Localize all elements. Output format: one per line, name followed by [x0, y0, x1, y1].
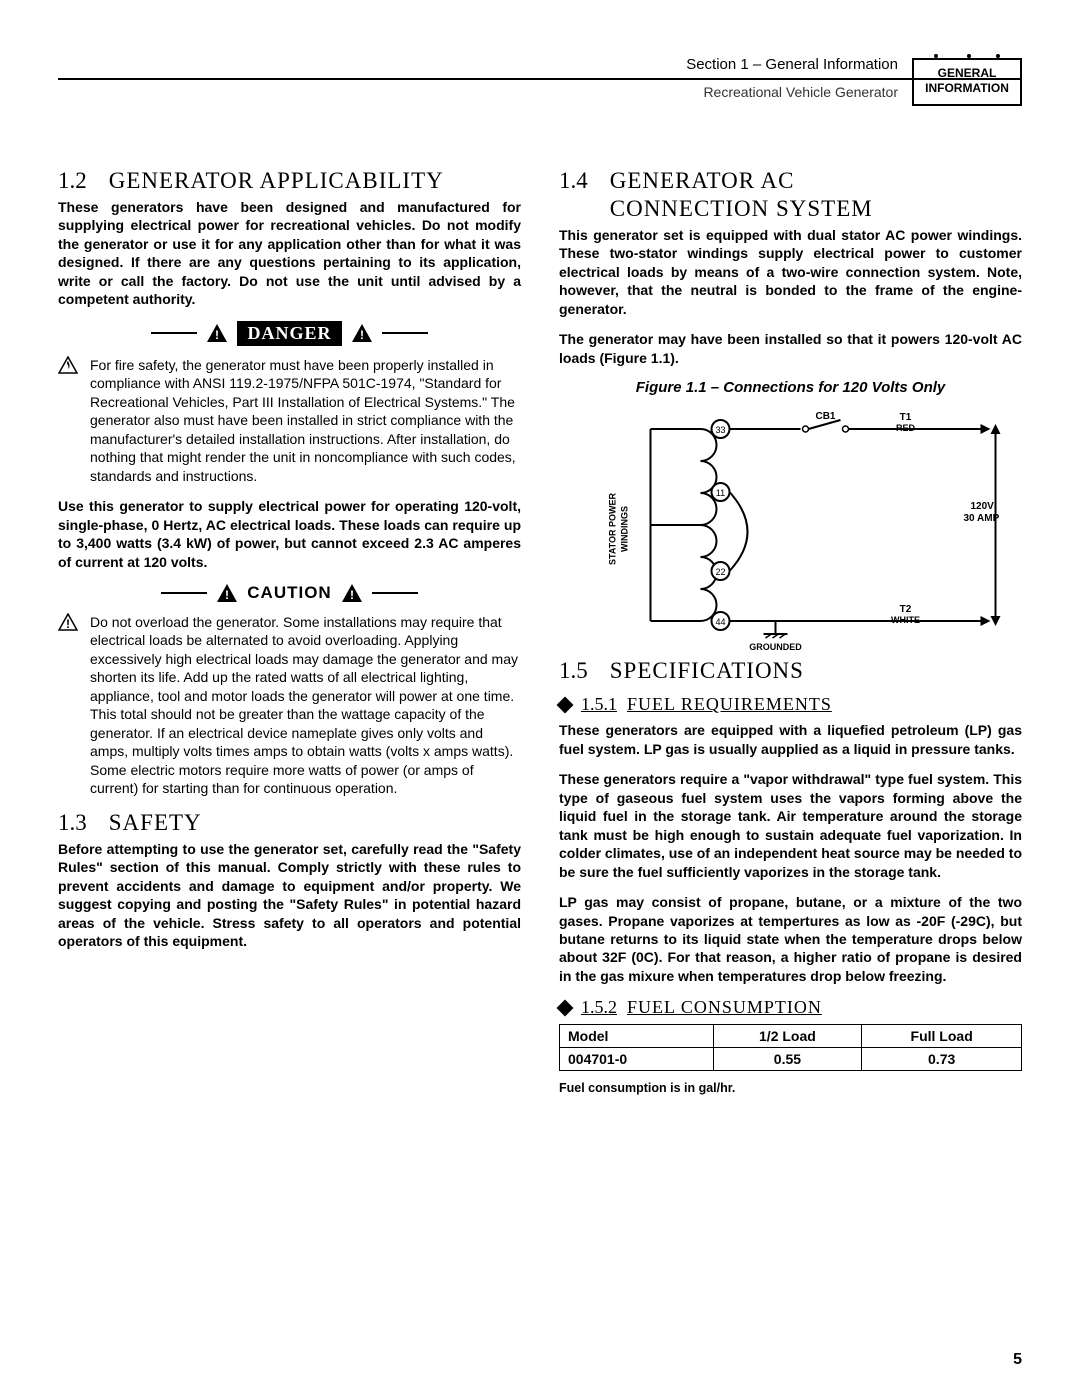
cell-full: 0.73: [862, 1048, 1022, 1071]
fire-warning-icon: [58, 356, 78, 374]
cell-half: 0.55: [713, 1048, 862, 1071]
header-section: Section 1 – General Information: [686, 56, 898, 73]
svg-text:120V: 120V: [971, 501, 995, 512]
svg-text:T2: T2: [900, 604, 912, 615]
svg-text:GROUNDED: GROUNDED: [749, 642, 802, 652]
diamond-icon: [557, 696, 574, 713]
col-model: Model: [560, 1025, 714, 1048]
danger-note-text: For fire safety, the generator must have…: [90, 356, 521, 485]
header-rule: [58, 78, 1022, 80]
left-column: 1.2 GENERATOR APPLICABILITY These genera…: [58, 168, 521, 1095]
svg-text:WINDINGS: WINDINGS: [620, 506, 630, 552]
page-number: 5: [1013, 1351, 1022, 1369]
svg-text:11: 11: [716, 488, 725, 498]
svg-text:!: !: [350, 588, 354, 602]
sec-1-4-p2: The generator may have been installed so…: [559, 330, 1022, 367]
svg-text:CB1: CB1: [815, 411, 835, 422]
tab-line2: INFORMATION: [925, 81, 1009, 95]
danger-label: DANGER: [237, 321, 341, 346]
section-tab: GENERAL INFORMATION: [912, 58, 1022, 106]
svg-text:!: !: [360, 328, 364, 342]
sec-1-5-p1: These generators are equipped with a liq…: [559, 721, 1022, 758]
sec-1-3-title: SAFETY: [109, 810, 202, 836]
sec-1-5-p3: LP gas may consist of propane, butane, o…: [559, 893, 1022, 985]
sec-1-4-num: 1.4: [559, 168, 588, 194]
fuel-consumption-table: Model 1/2 Load Full Load 004701-0 0.55 0…: [559, 1024, 1022, 1071]
caution-banner: ! CAUTION !: [58, 583, 521, 603]
caution-note-row: ! Do not overload the generator. Some in…: [58, 613, 521, 798]
warning-icon: !: [342, 584, 362, 602]
svg-text:STATOR POWER: STATOR POWER: [608, 493, 618, 566]
svg-text:RED: RED: [896, 423, 916, 433]
svg-text:T1: T1: [900, 412, 912, 423]
svg-text:22: 22: [715, 567, 725, 577]
sec-1-5-2-num: 1.5.2: [581, 997, 617, 1018]
sec-1-3-num: 1.3: [58, 810, 87, 836]
warning-icon: !: [217, 584, 237, 602]
table-header-row: Model 1/2 Load Full Load: [560, 1025, 1022, 1048]
sec-1-5-num: 1.5: [559, 658, 588, 684]
svg-text:33: 33: [715, 425, 725, 435]
sec-1-3-p1: Before attempting to use the generator s…: [58, 840, 521, 951]
figure-1-1-caption: Figure 1.1 – Connections for 120 Volts O…: [559, 379, 1022, 396]
svg-text:WHITE: WHITE: [891, 615, 920, 625]
sec-1-2-p1: These generators have been designed and …: [58, 198, 521, 309]
sec-1-5-2-title: FUEL CONSUMPTION: [627, 997, 1022, 1018]
danger-banner: ! DANGER !: [58, 321, 521, 346]
sec-1-4-p1: This generator set is equipped with dual…: [559, 226, 1022, 318]
figure-1-1-diagram: 33 11 22 44: [559, 404, 1022, 654]
sec-1-5-1-num: 1.5.1: [581, 694, 617, 715]
warning-icon: !: [207, 324, 227, 342]
sec-1-5-1-title: FUEL REQUIREMENTS: [627, 694, 1022, 715]
right-column: 1.4 GENERATOR AC 1.4 CONNECTION SYSTEM T…: [559, 168, 1022, 1095]
svg-text:!: !: [215, 328, 219, 342]
svg-text:!: !: [225, 588, 229, 602]
svg-text:44: 44: [715, 617, 725, 627]
svg-text:!: !: [66, 617, 70, 631]
cell-model: 004701-0: [560, 1048, 714, 1071]
header-sub: Recreational Vehicle Generator: [703, 84, 898, 100]
svg-text:NEUTRAL: NEUTRAL: [754, 653, 797, 654]
table-row: 004701-0 0.55 0.73: [560, 1048, 1022, 1071]
diamond-icon: [557, 999, 574, 1016]
sec-1-5-p2: These generators require a "vapor withdr…: [559, 770, 1022, 881]
caution-note-text: Do not overload the generator. Some inst…: [90, 613, 521, 798]
caution-icon: !: [58, 613, 78, 631]
col-full-load: Full Load: [862, 1025, 1022, 1048]
sec-1-4-title-l1: GENERATOR AC: [610, 168, 795, 194]
sec-1-2-title: GENERATOR APPLICABILITY: [109, 168, 444, 194]
warning-icon: !: [352, 324, 372, 342]
sec-1-2-num: 1.2: [58, 168, 87, 194]
svg-text:30 AMP: 30 AMP: [964, 513, 1000, 524]
sec-1-5-2-head: 1.5.2 FUEL CONSUMPTION: [559, 997, 1022, 1018]
fuel-footnote: Fuel consumption is in gal/hr.: [559, 1081, 1022, 1095]
tab-line1: GENERAL: [938, 66, 997, 80]
sec-1-4-title-l2: CONNECTION SYSTEM: [610, 196, 873, 222]
sec-1-5-1-head: 1.5.1 FUEL REQUIREMENTS: [559, 694, 1022, 715]
sec-1-5-title: SPECIFICATIONS: [610, 658, 804, 684]
sec-1-2-p2: Use this generator to supply electrical …: [58, 497, 521, 571]
col-half-load: 1/2 Load: [713, 1025, 862, 1048]
caution-label: CAUTION: [247, 583, 331, 603]
danger-note-row: For fire safety, the generator must have…: [58, 356, 521, 485]
